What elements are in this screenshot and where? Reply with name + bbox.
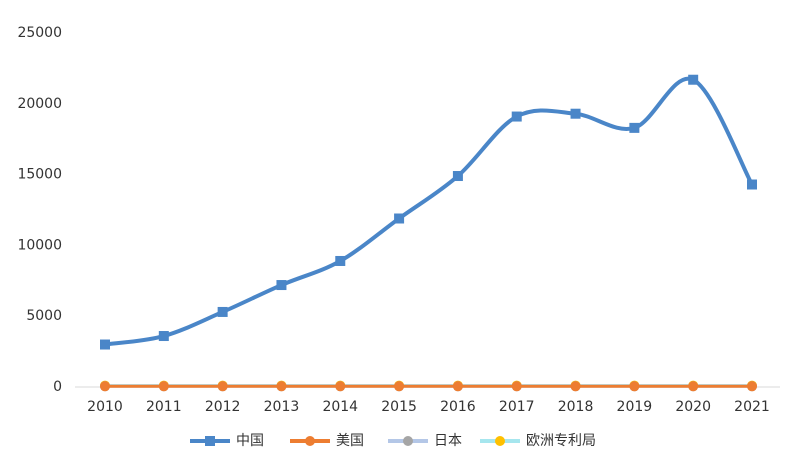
data-point bbox=[688, 381, 699, 392]
data-point bbox=[217, 306, 228, 317]
y-tick-label: 5000 bbox=[26, 308, 62, 324]
data-point bbox=[570, 108, 581, 119]
x-tick-label: 2015 bbox=[381, 399, 417, 415]
data-point bbox=[158, 381, 169, 392]
data-point bbox=[100, 381, 110, 392]
series-line bbox=[104, 76, 754, 347]
legend-marker bbox=[495, 436, 505, 446]
data-point bbox=[747, 381, 757, 392]
legend-marker bbox=[305, 436, 315, 446]
x-tick-label: 2012 bbox=[205, 399, 241, 415]
data-point bbox=[688, 74, 699, 85]
data-point bbox=[276, 381, 287, 392]
data-point bbox=[452, 381, 463, 392]
legend-label: 美国 bbox=[336, 433, 364, 449]
x-tick-label: 2011 bbox=[146, 399, 182, 415]
y-tick-label: 25000 bbox=[17, 25, 62, 41]
data-point bbox=[158, 331, 169, 342]
data-point bbox=[394, 381, 405, 392]
x-tick-label: 2013 bbox=[264, 399, 300, 415]
data-point bbox=[276, 280, 287, 291]
y-tick-label: 10000 bbox=[17, 237, 62, 253]
x-tick-label: 2021 bbox=[734, 399, 770, 415]
legend-marker bbox=[205, 436, 215, 446]
legend-label: 欧洲专利局 bbox=[526, 433, 596, 449]
y-tick-label: 20000 bbox=[17, 96, 62, 112]
data-point bbox=[335, 381, 346, 392]
legend-label: 日本 bbox=[434, 433, 462, 449]
x-tick-label: 2014 bbox=[322, 399, 358, 415]
x-tick-label: 2019 bbox=[617, 399, 653, 415]
data-point bbox=[747, 179, 757, 190]
legend-item: 美国 bbox=[290, 433, 364, 449]
y-tick-label: 15000 bbox=[17, 167, 62, 183]
legend-marker bbox=[403, 436, 413, 446]
x-tick-label: 2010 bbox=[87, 399, 123, 415]
data-point bbox=[335, 255, 346, 266]
x-tick-label: 2016 bbox=[440, 399, 476, 415]
data-point bbox=[629, 381, 640, 392]
legend-item: 日本 bbox=[388, 433, 462, 449]
data-point bbox=[394, 213, 405, 224]
x-tick-label: 2020 bbox=[675, 399, 711, 415]
data-point bbox=[100, 339, 110, 350]
data-point bbox=[511, 111, 522, 122]
legend-item: 中国 bbox=[190, 433, 264, 449]
legend-label: 中国 bbox=[236, 433, 264, 449]
x-tick-label: 2017 bbox=[499, 399, 535, 415]
data-point bbox=[217, 381, 228, 392]
y-tick-label: 0 bbox=[53, 379, 62, 395]
data-point bbox=[452, 171, 463, 182]
data-point bbox=[629, 122, 640, 133]
legend-item: 欧洲专利局 bbox=[480, 433, 596, 449]
data-point bbox=[511, 381, 522, 392]
data-point bbox=[570, 381, 581, 392]
x-tick-label: 2018 bbox=[558, 399, 594, 415]
